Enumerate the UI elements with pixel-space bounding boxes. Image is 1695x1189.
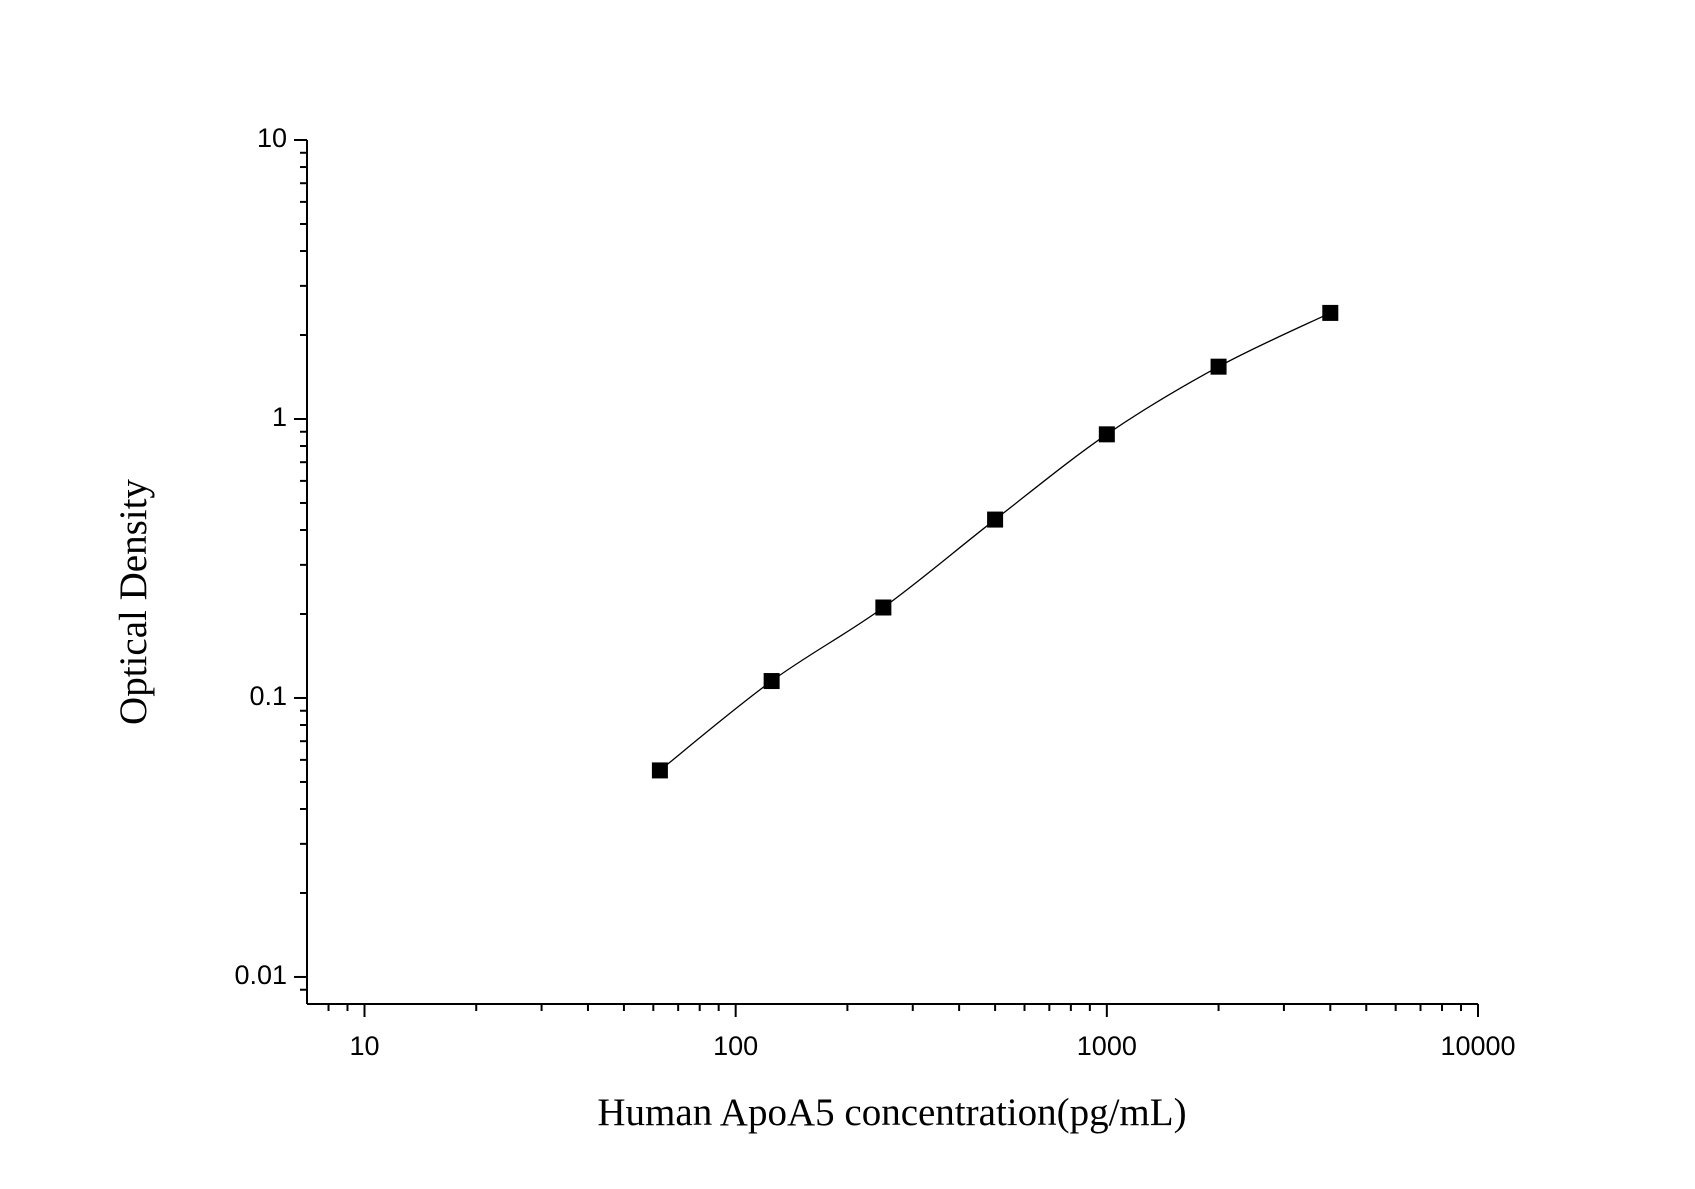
data-point [1098,426,1115,443]
y-tick-label: 10 [257,123,287,153]
x-axis-title: Human ApoA5 concentration(pg/mL) [597,1091,1186,1134]
data-point [651,762,668,779]
y-tick-label: 0.1 [249,681,287,711]
x-tick-label: 10000 [1440,1031,1515,1061]
x-tick-label: 10 [349,1031,379,1061]
data-point [1322,304,1339,321]
y-tick-label: 1 [272,402,287,432]
data-point [1210,358,1227,375]
fit-line [659,312,1331,771]
data-point [875,599,892,616]
data-point [763,673,780,690]
y-tick-label: 0.01 [234,960,287,990]
data-point [987,511,1004,528]
x-tick-label: 1000 [1077,1031,1137,1061]
x-tick-label: 100 [713,1031,758,1061]
y-axis-title: Optical Density [112,479,155,725]
